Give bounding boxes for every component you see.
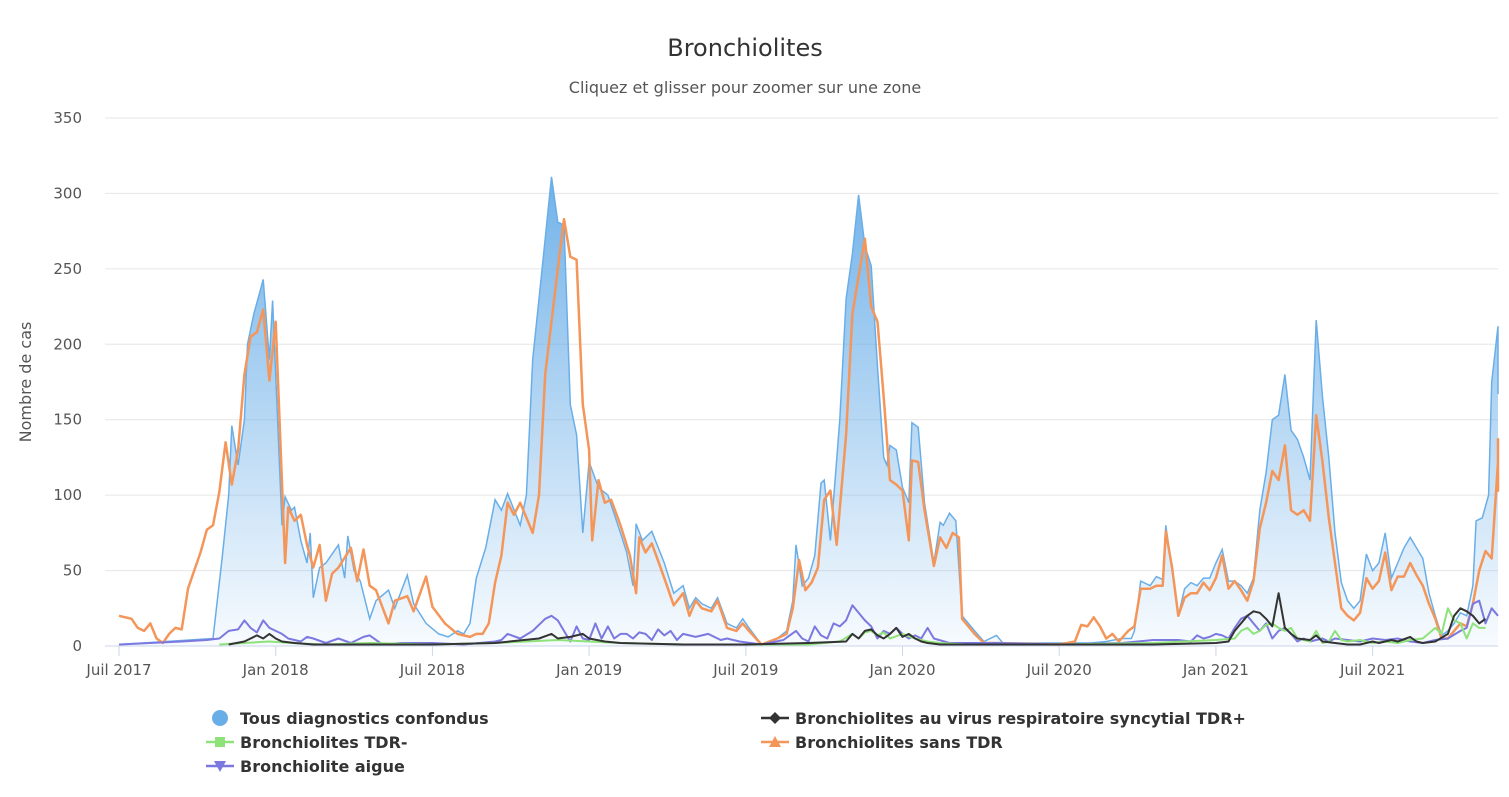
- y-tick-label: 150: [53, 411, 82, 429]
- legend[interactable]: Tous diagnostics confondus Bronchiolites …: [206, 709, 1246, 776]
- legend-circle-icon: [212, 710, 228, 726]
- series-line-bronchiolites-au-virus-respiratoire-syncytial-tdr[interactable]: [228, 592, 1487, 646]
- legend-label: Bronchiolites TDR-: [240, 733, 408, 752]
- y-tick-label: 200: [53, 335, 82, 353]
- x-tick-label: Jan 2020: [868, 661, 935, 679]
- legend-item[interactable]: Bronchiolites au virus respiratoire sync…: [761, 709, 1246, 728]
- legend-label: Bronchiolite aigue: [240, 757, 405, 776]
- legend-label: Bronchiolites au virus respiratoire sync…: [795, 709, 1246, 728]
- y-tick-label: 50: [63, 562, 82, 580]
- x-tick-label: Jan 2021: [1182, 661, 1249, 679]
- x-tick-label: Juil 2020: [1026, 661, 1092, 679]
- y-tick-label: 350: [53, 109, 82, 127]
- x-tick-label: Juil 2019: [712, 661, 778, 679]
- legend-item[interactable]: Bronchiolites sans TDR: [761, 733, 1003, 752]
- series-line-bronchiolite-aigue[interactable]: [118, 599, 1499, 646]
- legend-label: Bronchiolites sans TDR: [795, 733, 1003, 752]
- y-tick-label: 300: [53, 184, 82, 202]
- legend-square-icon: [215, 737, 225, 747]
- legend-item[interactable]: Bronchiolite aigue: [206, 757, 405, 776]
- legend-triangle-icon: [769, 736, 781, 747]
- y-tick-label: 100: [53, 486, 82, 504]
- y-axis-label: Nombre de cas: [16, 322, 35, 443]
- y-tick-label: 0: [72, 637, 82, 655]
- x-axis-ticks: Juil 2017 Jan 2018 Juil 2018 Jan 2019 Juil 2…: [85, 646, 1405, 679]
- legend-triangle-down-icon: [214, 761, 226, 772]
- x-tick-label: Juil 2021: [1339, 661, 1405, 679]
- y-tick-label: 250: [53, 260, 82, 278]
- legend-item[interactable]: Tous diagnostics confondus: [212, 709, 489, 728]
- plot-area[interactable]: [118, 176, 1500, 647]
- legend-item[interactable]: Bronchiolites TDR-: [206, 733, 408, 752]
- x-tick-label: Juil 2018: [399, 661, 465, 679]
- legend-label: Tous diagnostics confondus: [240, 709, 489, 728]
- x-tick-label: Jan 2018: [242, 661, 309, 679]
- chart-subtitle: Cliquez et glisser pour zoomer sur une z…: [569, 78, 921, 97]
- x-tick-label: Jan 2019: [555, 661, 622, 679]
- series-area-tous-diagnostics-confondus[interactable]: [119, 176, 1498, 647]
- series-line-tous-diagnostics-confondus[interactable]: [118, 176, 1499, 646]
- x-tick-label: Juil 2017: [85, 661, 151, 679]
- chart-title: Bronchiolites: [667, 34, 822, 62]
- legend-diamond-icon: [769, 712, 781, 724]
- series-line-bronchiolites-sans-tdr[interactable]: [118, 217, 1500, 646]
- y-axis-ticks: 0 50 100 150 200 250 300 350: [53, 109, 82, 655]
